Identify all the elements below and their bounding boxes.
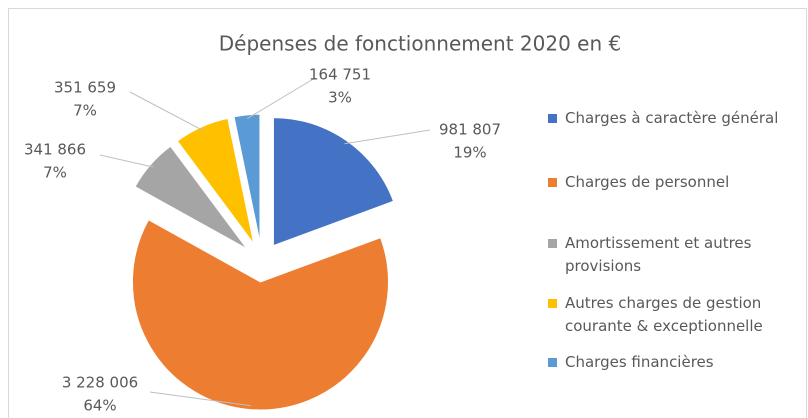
legend-label: Charges de personnel — [565, 173, 730, 191]
legend-swatch — [548, 239, 557, 248]
pie-slice — [131, 219, 389, 411]
data-label: 164 751 — [309, 66, 371, 84]
legend-swatch — [548, 358, 557, 367]
data-label: 3 228 006 — [62, 374, 138, 392]
leader-line — [149, 391, 252, 407]
data-label: 981 807 — [439, 121, 501, 139]
percent-label: 64% — [83, 397, 116, 415]
pie-slice — [272, 117, 395, 247]
legend-swatch — [548, 299, 557, 308]
percent-label: 7% — [73, 102, 97, 120]
legend-swatch — [548, 114, 557, 123]
percent-label: 7% — [43, 164, 67, 182]
pie-slice — [134, 145, 248, 250]
pie-slice — [176, 117, 255, 245]
data-label: 341 866 — [24, 141, 86, 159]
pie-slice — [233, 113, 261, 243]
percent-label: 19% — [453, 144, 486, 162]
data-label: 351 659 — [54, 79, 116, 97]
legend-label: Charges financières — [565, 353, 714, 371]
legend-label: Charges à caractère général — [565, 109, 779, 127]
legend-label: Amortissement et autres provisions — [565, 234, 752, 275]
leader-line — [344, 129, 431, 145]
legend-swatch — [548, 178, 557, 187]
leader-line — [247, 77, 316, 120]
leader-line — [129, 91, 204, 131]
legend-label: Autres charges de gestion courante & exc… — [565, 294, 763, 335]
chart-border — [8, 8, 807, 418]
percent-label: 3% — [328, 89, 352, 107]
chart-title: Dépenses de fonctionnement 2020 en € — [219, 32, 621, 56]
leader-line — [99, 154, 154, 168]
